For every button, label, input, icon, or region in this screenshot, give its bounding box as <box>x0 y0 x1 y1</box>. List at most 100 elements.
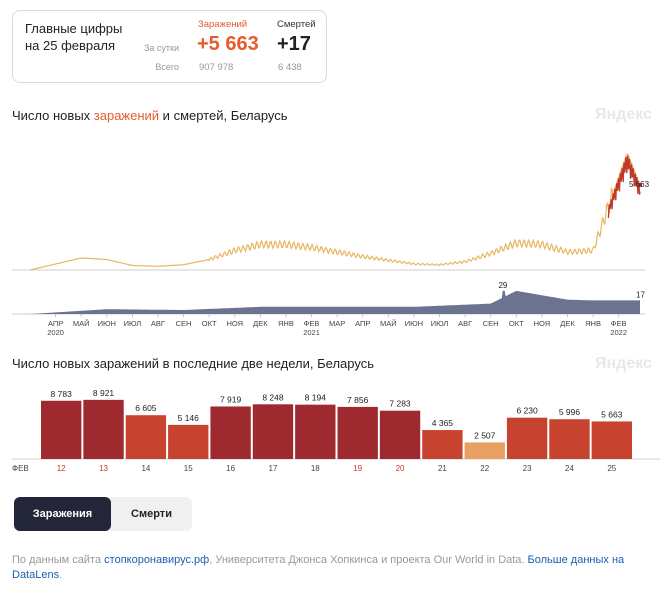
chart1-svg: 5 663 29 17 АПР МАЙ ИЮН ИЮЛ АВГ СЕН ОКТ НОЯ ДЕК ЯНВ Ф… <box>12 153 650 337</box>
bar-value-label: 2 507 <box>474 430 496 440</box>
x-tick-label: ИЮН <box>98 319 116 328</box>
x-tick-label: АПР <box>355 319 370 328</box>
day-label: 12 <box>57 464 66 473</box>
day-label: 18 <box>311 464 320 473</box>
bar-24 <box>549 419 590 459</box>
x-tick-label: ОКТ <box>202 319 217 328</box>
x-year-label: 2020 <box>47 328 64 337</box>
x-tick-label: НОЯ <box>534 319 551 328</box>
row-total-label: Всего <box>155 62 179 72</box>
bar-13 <box>83 399 124 459</box>
cases-series-line <box>29 153 641 271</box>
metric-toggle: Заражения Смерти <box>14 497 192 531</box>
x-tick-label: ОКТ <box>509 319 524 328</box>
chart2-svg: 8 783 12 8 921 13 6 605 14 5 146 15 7 919 16 8 248… <box>12 388 660 473</box>
deaths-peak-label: 29 <box>498 281 507 290</box>
chart1-title: Число новых заражений и смертей, Беларус… <box>12 108 288 123</box>
x-tick-label: ЯНВ <box>585 319 601 328</box>
deaths-total-value: 6 438 <box>278 62 302 73</box>
x-tick-label: АВГ <box>151 319 165 328</box>
day-label: 25 <box>607 464 616 473</box>
x-tick-label: МАР <box>329 319 345 328</box>
cases-last-label: 5 663 <box>629 180 650 189</box>
footer-suffix: . <box>59 569 63 581</box>
tab-deaths[interactable]: Смерти <box>131 508 172 520</box>
x-tick-label: АВГ <box>458 319 472 328</box>
x-tick-label: ЯНВ <box>278 319 294 328</box>
x-tick-label: ИЮН <box>405 319 423 328</box>
day-label: 21 <box>438 464 447 473</box>
chart1-title-mid: и <box>159 108 174 123</box>
x-tick-label: НОЯ <box>226 319 243 328</box>
x-year-label: 2022 <box>610 328 627 337</box>
bar-value-label: 8 921 <box>93 388 115 398</box>
day-label: 22 <box>480 464 489 473</box>
day-label: 24 <box>565 464 574 473</box>
cases-header: Заражений <box>198 19 248 30</box>
summary-title-line1: Главные цифры <box>25 21 123 36</box>
bar-value-label: 7 856 <box>347 395 369 405</box>
bar-value-label: 6 605 <box>135 403 157 413</box>
footer-prefix: По данным сайта <box>12 554 105 566</box>
day-label: 23 <box>523 464 532 473</box>
bar-19 <box>337 406 378 459</box>
bar-21 <box>422 430 463 459</box>
x-year-label: 2021 <box>303 328 320 337</box>
x-tick-label: МАЙ <box>380 319 397 328</box>
x-tick-label: МАЙ <box>73 319 90 328</box>
footer-sources: По данным сайта стопкоронавирус.рф, Унив… <box>12 553 657 583</box>
deaths-series-area <box>30 290 640 314</box>
summary-title-line2: на 25 февраля <box>25 38 116 53</box>
chart1-title-post: , Беларусь <box>223 108 288 123</box>
bar-value-label: 8 194 <box>305 393 327 403</box>
day-label: 16 <box>226 464 235 473</box>
x-tick-label: ИЮЛ <box>124 319 142 328</box>
x-tick-label: СЕН <box>483 319 499 328</box>
cases-total-value: 907 978 <box>199 62 234 73</box>
bar-value-label: 6 230 <box>516 406 538 416</box>
cases-day-value: +5 663 <box>197 33 259 55</box>
bar-16 <box>210 406 251 459</box>
day-label: 19 <box>353 464 362 473</box>
bar-value-label: 5 663 <box>601 409 623 419</box>
bar-12 <box>41 400 82 459</box>
footer-middle: , Университета Джонса Хопкинса и проекта… <box>209 554 528 566</box>
footer-link-datalens[interactable]: Больше данных на DataLens <box>12 554 625 581</box>
day-label: 13 <box>99 464 108 473</box>
day-label: 14 <box>141 464 150 473</box>
footer-link-stopcoronavirus[interactable]: стопкоронавирус.рф <box>104 554 210 566</box>
row-day-label: За сутки <box>143 43 179 53</box>
deaths-header: Смертей <box>277 19 316 30</box>
cases-peak-line <box>607 155 641 219</box>
day-label: 15 <box>184 464 193 473</box>
chart1-title-cases: заражений <box>93 108 160 123</box>
bar-25 <box>591 421 632 459</box>
summary-title: Главные цифры на 25 февраля <box>25 20 135 54</box>
x-tick-label: ДЕК <box>253 319 268 328</box>
cases-last-point <box>637 182 643 188</box>
x-tick-label: СЕН <box>176 319 192 328</box>
bar-20 <box>379 410 421 459</box>
tab-cases[interactable]: Заражения <box>14 497 111 531</box>
day-label: 20 <box>396 464 405 473</box>
bar-value-label: 5 996 <box>559 407 581 417</box>
bar-value-label: 5 146 <box>178 413 200 423</box>
deaths-day-value: +17 <box>277 33 311 55</box>
x-tick-label: АПР <box>48 319 63 328</box>
bar-22 <box>464 442 505 459</box>
month-label: ФЕВ <box>12 464 29 473</box>
bar-15 <box>168 424 209 459</box>
chart2-watermark: Яндекс <box>595 355 652 372</box>
bar-23 <box>506 417 548 459</box>
bar-14 <box>125 415 167 459</box>
bar-17 <box>252 404 294 459</box>
x-tick-label: ИЮЛ <box>431 319 449 328</box>
x-tick-label: ДЕК <box>560 319 575 328</box>
x-tick-label: ФЕВ <box>611 319 627 328</box>
chart2-title: Число новых заражений в последние две не… <box>12 356 374 371</box>
chart1-title-deaths: смертей <box>173 108 224 123</box>
day-label: 17 <box>269 464 278 473</box>
bar-value-label: 7 919 <box>220 394 242 404</box>
bar-value-label: 8 248 <box>262 392 284 402</box>
bar-18 <box>295 404 336 459</box>
